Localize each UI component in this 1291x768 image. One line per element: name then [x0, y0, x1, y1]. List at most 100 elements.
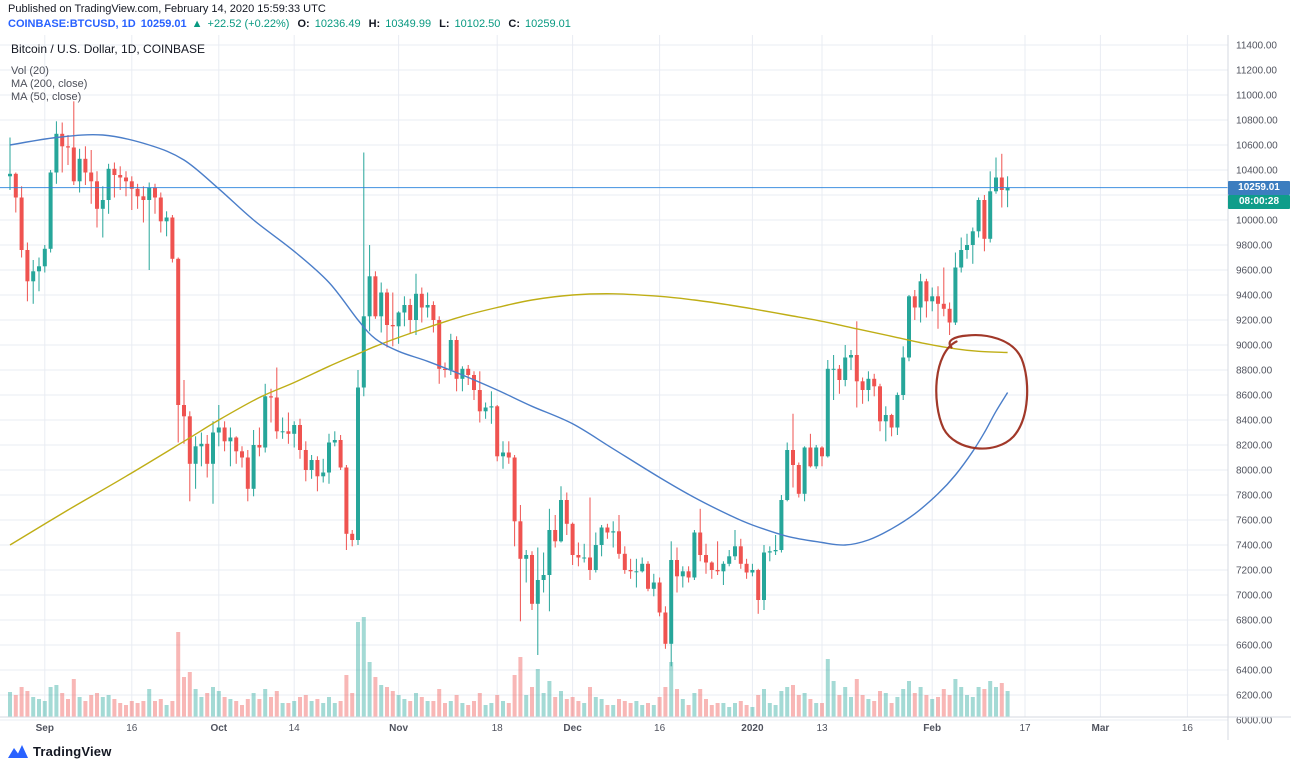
candle-body [646, 563, 650, 589]
volume-bar [240, 705, 244, 717]
price-tick-label: 6400.00 [1236, 666, 1273, 677]
volume-bar [843, 687, 848, 717]
published-caption: Published on TradingView.com, February 1… [8, 3, 326, 15]
volume-bar [31, 697, 36, 717]
candle-body [60, 133, 65, 147]
candle-body [512, 457, 517, 522]
price-tick-label: 7800.00 [1236, 491, 1273, 502]
candle-body [988, 191, 993, 239]
volume-bar [164, 705, 169, 717]
volume-bar [193, 689, 198, 717]
price-scale[interactable] [1228, 35, 1291, 717]
candle-body [31, 271, 36, 282]
candle-body [13, 173, 18, 198]
volume-bar [234, 701, 239, 717]
volume-bar [54, 685, 59, 717]
price-tick-label: 8200.00 [1236, 441, 1273, 452]
volume-bar [269, 697, 273, 717]
price-tick-label: 8400.00 [1236, 416, 1273, 427]
volume-bar [733, 703, 737, 717]
volume-bar [263, 689, 268, 717]
volume-bar [605, 705, 610, 717]
price-tick-label: 9600.00 [1236, 266, 1273, 277]
volume-bar [309, 701, 314, 717]
candle-body [634, 571, 639, 573]
candle-body [280, 431, 285, 433]
volume-bar [60, 693, 65, 717]
candle-body [187, 416, 192, 464]
candle-body [135, 188, 140, 197]
candle-body [709, 562, 714, 570]
candle-body [332, 440, 337, 443]
time-scale[interactable] [0, 717, 1228, 740]
candle-body [593, 545, 598, 570]
candle-body [605, 527, 610, 533]
candle-body [489, 406, 494, 408]
volume-bar [669, 662, 674, 717]
volume-bar [976, 687, 981, 717]
volume-bar [42, 701, 47, 717]
volume-bar [19, 687, 24, 717]
volume-bar [854, 679, 859, 717]
candle-body [1005, 187, 1010, 191]
candle-body [808, 447, 813, 467]
candle-body [599, 527, 604, 545]
volume-bar [941, 689, 946, 717]
candle-body [211, 432, 215, 464]
volume-bar [901, 689, 906, 717]
volume-bar [356, 622, 360, 717]
annotation-circle [935, 334, 1029, 450]
volume-bar [535, 669, 540, 717]
candle-body [965, 245, 969, 250]
candle-body [622, 553, 627, 570]
volume-bar [216, 691, 221, 717]
volume-bar [895, 697, 900, 717]
candle-body [350, 533, 355, 540]
volume-bar [814, 703, 819, 717]
candle-body [477, 390, 482, 412]
candle-body [947, 308, 952, 323]
volume-bar [141, 701, 146, 717]
symbol-ticker: COINBASE:BTCUSD, 1D [8, 18, 136, 30]
tradingview-brand[interactable]: TradingView [8, 744, 112, 759]
volume-bar [622, 701, 627, 717]
candle-body [878, 386, 882, 422]
volume-bar [472, 701, 476, 717]
price-tick-label: 9400.00 [1236, 291, 1273, 302]
volume-bar [350, 693, 355, 717]
candle-body [756, 570, 761, 600]
time-tick-label: 13 [816, 723, 828, 734]
candle-body [147, 187, 152, 200]
price-tick-label: 7400.00 [1236, 541, 1273, 552]
candle-body [495, 406, 500, 457]
candle-body [54, 133, 59, 173]
candle-body [883, 415, 888, 422]
volume-bar [866, 699, 871, 717]
candle-body [448, 340, 453, 370]
candle-body [535, 580, 540, 604]
candle-body [895, 395, 900, 428]
volume-bar [646, 703, 650, 717]
volume-bar [773, 705, 778, 717]
volume-bar [182, 677, 186, 717]
price-tick-label: 11200.00 [1236, 66, 1277, 77]
candle-body [791, 450, 795, 465]
volume-bar [617, 699, 621, 717]
volume-bar [576, 701, 581, 717]
volume-bar [112, 699, 117, 717]
candle-body [994, 177, 998, 192]
volume-bar [692, 693, 697, 717]
candle-body [628, 570, 633, 572]
volume-bar [762, 689, 766, 717]
chart-legend: Bitcoin / U.S. Dollar, 1D, COINBASE Vol … [11, 42, 205, 104]
candle-body [588, 557, 592, 570]
volume-bar [158, 699, 163, 717]
legend-ma50-study: MA (50, close) [11, 91, 82, 103]
volume-bar [808, 699, 813, 717]
volume-bar [953, 679, 958, 717]
candle-body [918, 281, 923, 308]
volume-bar [379, 685, 384, 717]
candle-body [129, 181, 134, 189]
candle-body [89, 172, 94, 182]
